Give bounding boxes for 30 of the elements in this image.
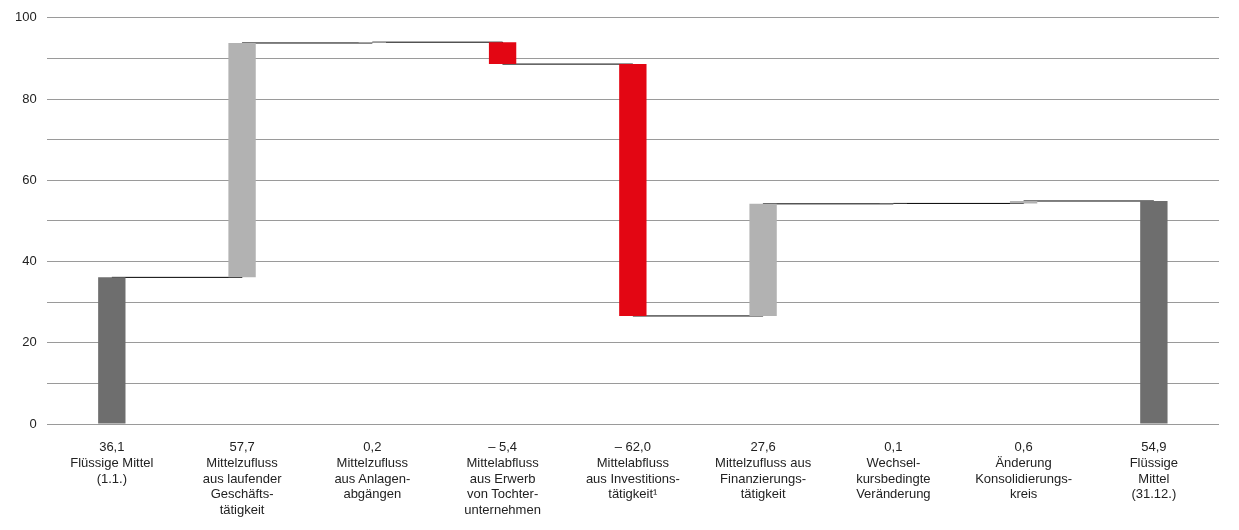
text: – 62,0 <box>614 439 651 455</box>
text: 0,1 <box>884 439 903 455</box>
y-tick-label: 0 <box>29 415 37 431</box>
y-tick-label: 80 <box>22 90 37 106</box>
text: – 5,4 <box>488 439 518 455</box>
x-tick-label: Mittelzufluss aus Finanzierungs- tätigkeit <box>715 454 812 502</box>
text: 0,6 <box>1014 439 1033 455</box>
x-tick-label: Änderung Konsolidierungs- kreis <box>975 454 1073 502</box>
x-tick-label: Mittelabfluss aus Investitions- tätigkeit¹ <box>585 454 680 502</box>
text: 57,7 <box>229 439 255 455</box>
x-tick-label: Mittelabfluss aus Erwerb von Tochter- unternehmen <box>464 454 541 517</box>
bar <box>98 277 126 424</box>
y-tick-label: 40 <box>22 253 37 269</box>
text: 27,6 <box>750 439 776 455</box>
bar <box>228 42 256 278</box>
x-tick-label: Flüssige Mittel (31.12.) <box>1129 454 1179 502</box>
x-tick-label: Mittelzufluss aus laufender Geschäfts- tätigkeit <box>202 454 283 517</box>
bar <box>1140 201 1168 424</box>
y-tick-label: 100 <box>14 9 37 25</box>
y-tick-label: 20 <box>22 334 37 350</box>
x-tick-label: Flüssige Mittel (1.1.) <box>70 454 154 486</box>
bar <box>749 203 777 316</box>
text: 0,2 <box>363 439 382 455</box>
y-tick-label: 60 <box>22 171 37 187</box>
text: 36,1 <box>99 439 125 455</box>
bar <box>488 42 517 65</box>
x-tick-label: Wechsel- kursbedingte Veränderung <box>856 454 931 502</box>
x-tick-label: Mittelzufluss aus Anlagen- abgängen <box>334 454 411 502</box>
bar <box>619 64 647 316</box>
text: 54,9 <box>1141 439 1167 455</box>
